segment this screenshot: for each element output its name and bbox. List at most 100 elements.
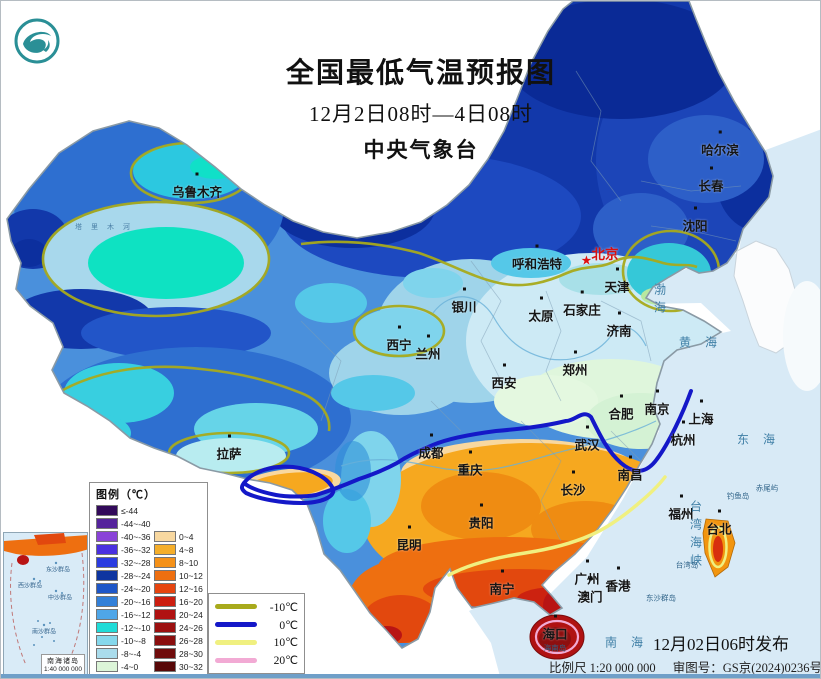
legend-color-swatch [96,544,118,555]
sea-name-label: 黄海 [678,335,732,350]
city-name: 西宁 [386,338,412,353]
city-name: 上海 [688,412,714,427]
isotherm-legend-row: -10℃ [215,600,298,614]
city-dot [539,296,543,300]
city-dot [479,503,483,507]
city-dot [580,290,584,294]
taiwan-island [702,518,736,578]
legend-range-label: 10~12 [179,570,203,581]
city-label: 郑州 [562,350,588,379]
city-name: 贵阳 [468,516,494,531]
china-border-outline [6,1,774,650]
city-label: 拉萨 [216,434,242,463]
city-name: 哈尔滨 [701,143,739,158]
inset-scale: 1:40 000 000 [44,666,82,673]
meteorological-agency-logo-icon [14,18,60,64]
legend-row: 4~8 [154,543,203,556]
city-name: 香港 [605,579,631,594]
legend-row: 12~16 [154,582,203,595]
legend-row: 26~28 [154,634,203,647]
inset-name: 南海诸岛 [47,658,80,665]
legend-row: 0~4 [154,530,203,543]
isotherm-label: 20℃ [273,655,298,668]
city-label: 西宁 [386,325,412,354]
river-name-label: 塔里木河 [75,224,139,231]
city-label: 广州 [574,559,600,588]
legend-color-swatch [154,531,176,542]
city-label: 海口 [542,614,568,643]
city-name: 郑州 [562,363,588,378]
city-label: 昆明 [396,525,422,554]
legend-color-swatch [96,596,118,607]
city-label: 上海 [688,399,714,428]
city-label: 哈尔滨 [701,130,739,159]
issuing-agency: 中央气象台 [363,138,479,162]
city-dot [429,433,433,437]
legend-color-swatch [154,661,176,672]
city-name: 杭州 [670,433,696,448]
city-dot [681,420,685,424]
city-name: 长沙 [560,483,586,498]
city-dot [617,311,621,315]
city-dot [195,172,199,176]
isotherm-minus10-line [41,141,721,475]
city-dot [699,399,703,403]
legend-row: 28~30 [154,647,203,660]
legend-warm-column: 0~4 4~8 8~10 10~12 12~16 [154,530,203,673]
inset-island-label: 西沙群岛 [17,583,43,590]
island-name-label: 钓鱼岛 [726,491,750,501]
legend-range-label: 16~20 [179,596,203,607]
forecast-period: 12月2日08时—4日08时 [309,102,533,126]
isotherm-legend: -10℃ 0℃ 10℃ 20℃ [208,593,305,674]
legend-color-swatch [154,596,176,607]
inset-island-label: 东沙群岛 [45,567,71,574]
capital-name: 北京 [591,247,619,262]
legend-row: -40~-36 [96,530,151,543]
city-name: 成都 [418,446,444,461]
legend-color-swatch [96,661,118,672]
city-label: 乌鲁木齐 [172,172,222,201]
city-name: 沈阳 [682,219,708,234]
city-label: 天津 [604,267,630,296]
capital-city-label: ★ 北京 [582,243,619,267]
isotherm-legend-row: 10℃ [215,635,298,649]
japan-landmass [783,281,820,391]
isotherm-label: 10℃ [273,637,298,650]
legend-range-label: 12~16 [179,583,203,594]
city-dot [709,166,713,170]
legend-color-swatch [154,609,176,620]
city-label: 杭州 [670,420,696,449]
legend-range-label: -12~-10 [121,622,151,633]
legend-color-swatch [154,583,176,594]
legend-color-swatch [96,583,118,594]
city-dot [718,130,722,134]
legend-row: -16~-12 [96,608,151,621]
city-dot [679,494,683,498]
map-scale: 比例尺 1:20 000 000 [549,661,656,675]
temperature-legend: 图例（℃） ≤-44 -44~-40 -40~-36 -36~-32 [89,482,208,676]
legend-color-swatch [154,557,176,568]
sea-name-label: 东海 [736,432,790,447]
legend-range-label: -24~-20 [121,583,151,594]
city-name: 广州 [574,572,600,587]
map-title: 全国最低气温预报图 [285,58,556,89]
inset-island-label: 中沙群岛 [47,595,73,602]
legend-color-swatch [154,635,176,646]
legend-range-label: 0~4 [179,531,194,542]
city-label: 济南 [606,311,632,340]
city-name: 武汉 [574,438,600,453]
legend-color-swatch [96,518,118,529]
legend-range-label: -32~-28 [121,557,151,568]
legend-color-swatch [96,648,118,659]
sea-name-label: 台湾海峡 [688,500,703,572]
city-label: 长春 [698,166,724,195]
legend-row: -12~-10 [96,621,151,634]
legend-color-swatch [96,622,118,633]
city-dot [535,244,539,248]
city-label: 西安 [491,363,517,392]
publish-time: 12月02日06时发布 [653,635,789,654]
legend-row: -32~-28 [96,556,151,569]
city-name: 西安 [491,376,517,391]
island-name-label: 台湾岛 [675,560,699,570]
